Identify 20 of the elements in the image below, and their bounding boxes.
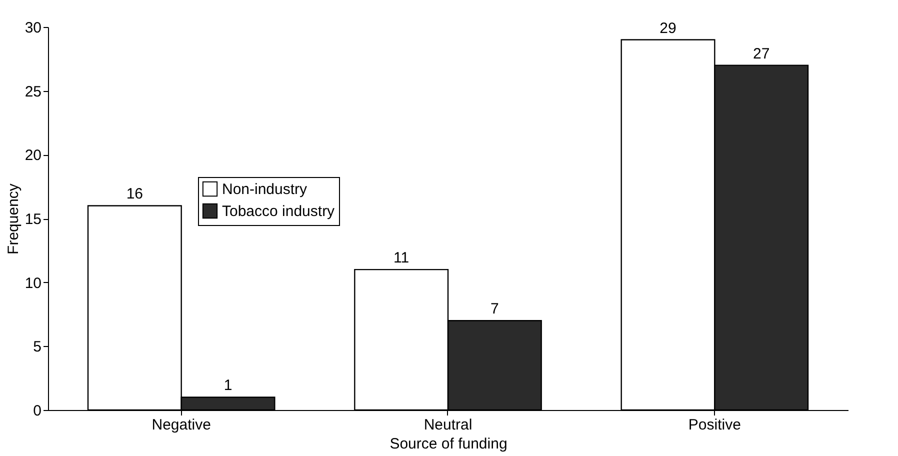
data-label: 1 (224, 377, 232, 394)
y-tick-label: 10 (24, 274, 42, 292)
data-label: 29 (660, 20, 676, 37)
legend-label: Non-industry (222, 181, 308, 198)
legend-label: Tobacco industry (222, 203, 336, 220)
y-tick-label: 25 (24, 83, 42, 100)
y-tick-label: 0 (33, 402, 42, 420)
y-tick-label: 20 (24, 147, 42, 164)
y-tick-label: 15 (24, 211, 42, 228)
x-tick-label: Neutral (424, 416, 472, 434)
x-axis-title: Source of funding (390, 436, 508, 452)
y-axis-title: Frequency (4, 183, 22, 254)
data-label: 27 (752, 45, 770, 62)
x-tick-label: Positive (688, 416, 741, 434)
y-tick-label: 5 (33, 338, 42, 356)
data-label: 16 (126, 186, 144, 203)
y-tick-label: 30 (24, 20, 42, 36)
data-label: 11 (394, 250, 410, 267)
x-tick-label: Negative (152, 416, 211, 434)
data-label: 7 (490, 300, 499, 318)
